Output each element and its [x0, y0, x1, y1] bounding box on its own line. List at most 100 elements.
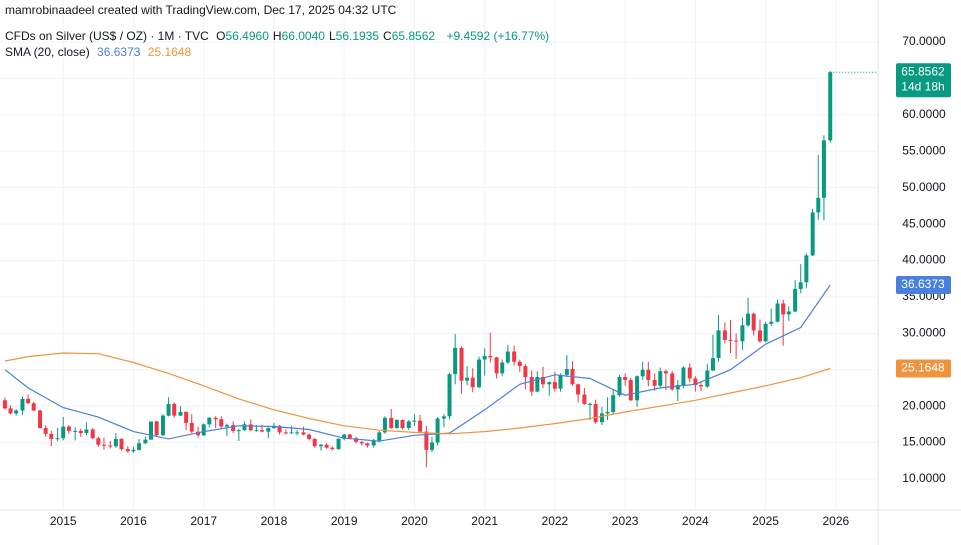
candle-body [289, 432, 294, 434]
candle-body [207, 417, 212, 425]
countdown: 14d 18h [901, 79, 944, 93]
sma-value: 36.6373 [97, 45, 141, 59]
candle-body [330, 447, 335, 450]
candle-body [295, 432, 300, 434]
candle-body [628, 379, 633, 401]
y-tick-label: 40.0000 [902, 253, 946, 267]
author-line: mamrobinaadeel created with TradingView.… [5, 3, 397, 17]
y-tick-label: 30.0000 [902, 325, 946, 339]
y-tick-label: 45.0000 [902, 216, 946, 230]
candle-body [166, 403, 171, 416]
candle-body [14, 410, 19, 414]
candle-body [201, 424, 206, 436]
candle-body [681, 367, 686, 386]
candle-body [658, 371, 663, 386]
ohlc-value: 66.0040 [281, 29, 325, 43]
sma-badge-label: 36.6373 [901, 277, 945, 291]
candle-body [605, 411, 610, 414]
candle-body [675, 385, 680, 390]
ohlc-value: 65.8562 [391, 29, 436, 43]
candle-body [149, 421, 154, 440]
candle-body [2, 400, 7, 409]
candle-body [529, 377, 534, 392]
candle-body [301, 432, 306, 435]
candle-body [804, 255, 809, 283]
price-badge [896, 63, 951, 98]
candle-body [108, 445, 113, 447]
candle-body [73, 430, 78, 432]
indicator-line: SMA (20, close) 36.6373 25.1648 [5, 45, 195, 59]
candle-body [143, 439, 148, 444]
candle-body [131, 449, 136, 452]
candle-body [728, 339, 733, 341]
candle-body [558, 374, 563, 389]
candle-body [547, 382, 552, 385]
candle-body [453, 347, 458, 375]
candle-body [623, 377, 628, 380]
candle-body [178, 411, 183, 416]
candle-body [751, 313, 756, 331]
x-tick-label: 2018 [261, 514, 288, 528]
candle-body [31, 403, 36, 411]
candle-body [488, 355, 493, 358]
candle-body [429, 442, 434, 450]
candle-body [793, 288, 798, 312]
candle-body [26, 398, 31, 404]
candle-body [459, 347, 464, 381]
candle-body [49, 433, 54, 439]
candle-body [500, 362, 505, 374]
candle-body [283, 432, 288, 434]
y-tick-label: 70.0000 [902, 34, 946, 48]
candle-body [307, 434, 312, 439]
candle-body [611, 395, 616, 412]
sma-line [4, 352, 831, 435]
candle-body [781, 303, 786, 315]
candle-body [505, 351, 510, 363]
candle-body [101, 444, 106, 446]
sma-badge [896, 275, 951, 294]
candle-body [347, 434, 352, 439]
candle-body [821, 140, 826, 198]
candle-body [816, 197, 821, 213]
candle-body [371, 440, 376, 446]
candle-body [687, 367, 692, 379]
candle-body [354, 438, 359, 442]
candle-body [154, 421, 159, 436]
y-tick-label: 55.0000 [902, 143, 946, 157]
candle-body [617, 377, 622, 396]
candle-body [494, 357, 499, 374]
candle-body [435, 418, 440, 443]
ohlc: O56.4960 H66.0040 L56.1935 C65.8562 [216, 29, 439, 43]
candle-body [652, 379, 657, 386]
candle-body [477, 359, 482, 388]
x-tick-label: 2023 [612, 514, 639, 528]
candle-body [84, 429, 89, 434]
ohlc-label: O [216, 29, 226, 43]
candle-body [38, 410, 43, 428]
candle-body [61, 426, 66, 439]
symbol: CFDs on Silver (US$ / OZ) · 1M · TVC [5, 29, 209, 43]
candle-body [693, 378, 698, 386]
candle-body [382, 417, 387, 433]
candle-body [196, 431, 201, 436]
candle-body [8, 408, 13, 414]
candle-body [184, 411, 189, 423]
candle-body [400, 419, 405, 428]
candle-body [465, 377, 470, 381]
sma-badge-label: 25.1648 [901, 361, 945, 375]
y-tick-label: 15.0000 [902, 435, 946, 449]
candle-body [231, 425, 236, 431]
candle-body [599, 413, 604, 423]
candle-body [670, 373, 675, 390]
candle-body [90, 429, 95, 439]
candle-body [43, 427, 48, 434]
candle-body [424, 431, 429, 450]
candle-body [406, 421, 411, 428]
candle-body [78, 430, 83, 434]
candle-body [219, 419, 224, 427]
candle-body [55, 438, 60, 440]
sma-line [4, 284, 831, 442]
indicator: SMA (20, close) [5, 45, 90, 59]
